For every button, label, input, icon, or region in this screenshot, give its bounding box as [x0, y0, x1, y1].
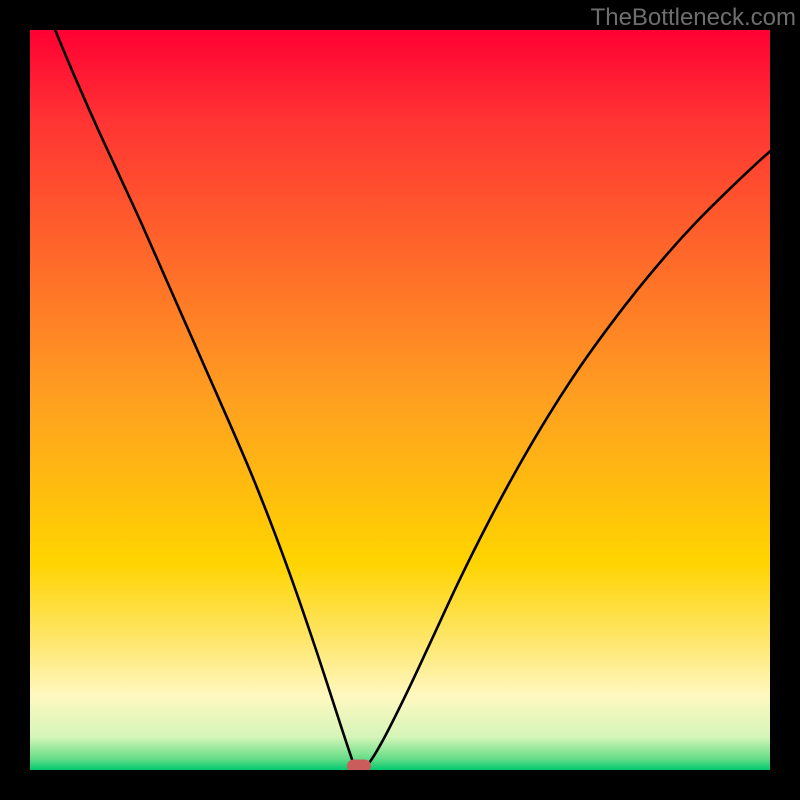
chart-root: TheBottleneck.com — [0, 0, 800, 800]
plot-area — [30, 30, 770, 770]
min-marker — [347, 760, 371, 770]
bottleneck-curve — [30, 30, 770, 770]
curve-path — [55, 30, 770, 768]
